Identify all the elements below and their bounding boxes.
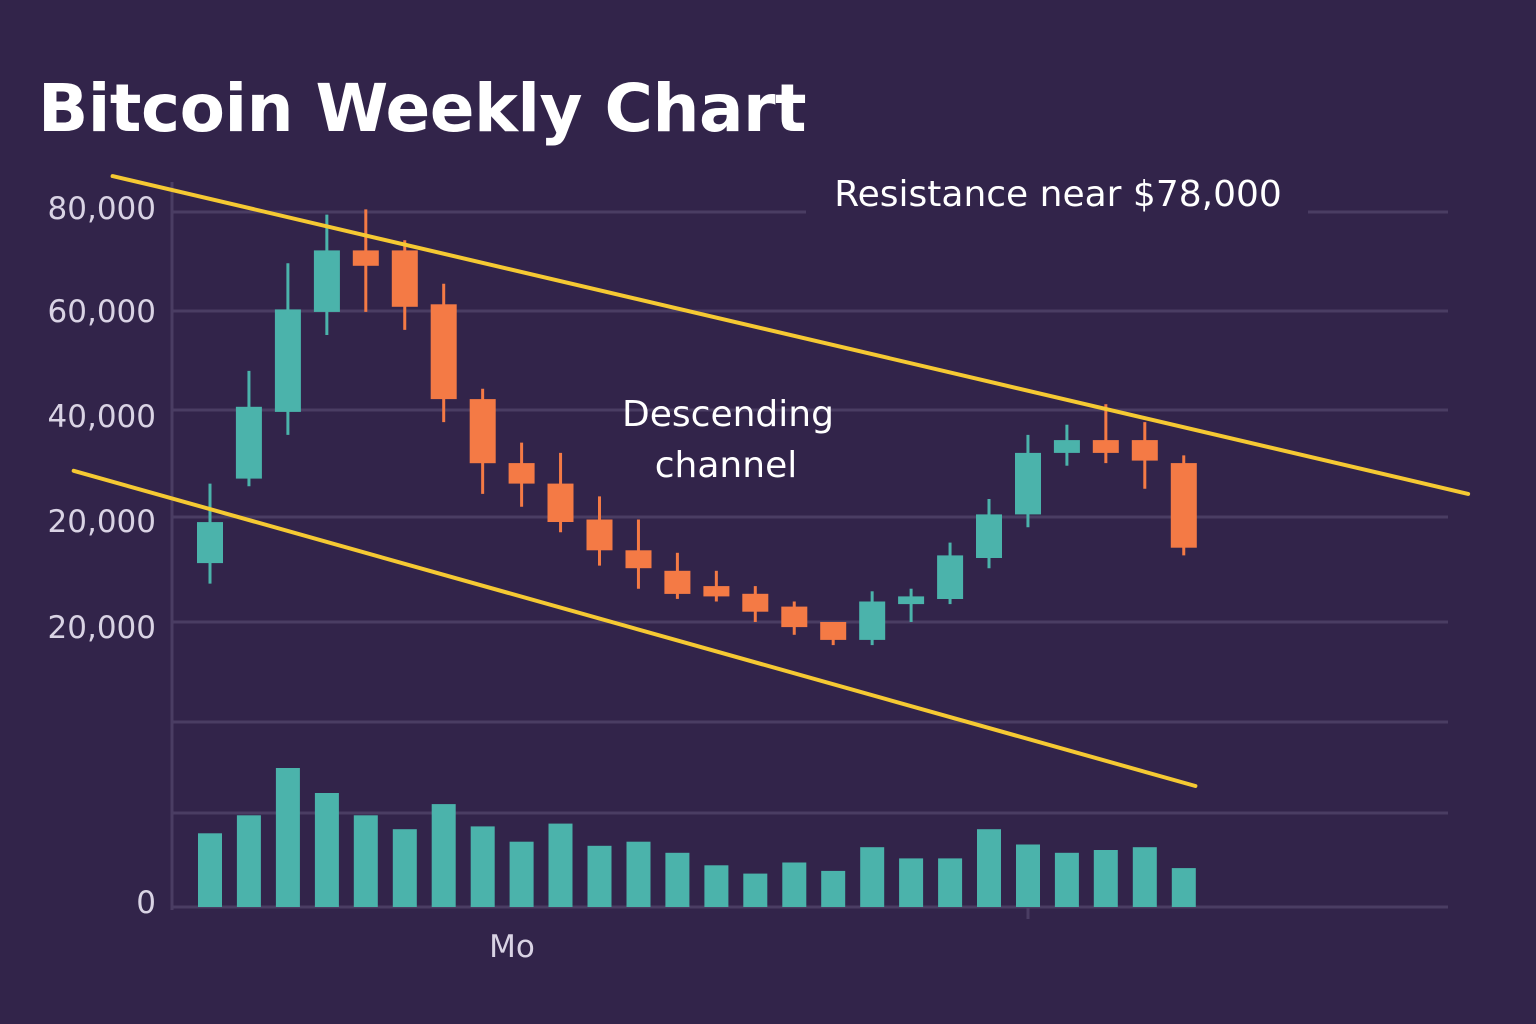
descending-channel (71, 174, 1471, 788)
candle-body (1015, 452, 1041, 515)
resistance-label-backdrop (806, 168, 1308, 218)
volume-bars (198, 768, 1196, 907)
volume-bar (704, 865, 729, 907)
candle (274, 263, 301, 435)
candle (625, 519, 652, 589)
volume-bar (392, 829, 417, 907)
candle (664, 552, 691, 599)
candle-body (313, 250, 340, 312)
candle (508, 442, 535, 507)
volume-bar (743, 873, 768, 907)
candle (430, 283, 457, 423)
volume-bar (548, 823, 573, 907)
candle-body (742, 593, 769, 612)
volume-bar (1132, 847, 1157, 907)
y-tick-label: 20,000 (48, 610, 156, 646)
candle (313, 214, 340, 335)
lower-channel-line (71, 468, 1198, 788)
candle-body (820, 622, 847, 640)
candle-body (1170, 463, 1197, 548)
upper-channel-line (110, 174, 1471, 496)
candle (1015, 434, 1041, 528)
candle-body (508, 463, 535, 484)
candle-body (1131, 440, 1158, 461)
volume-bar (509, 841, 534, 907)
y-tick-label: 80,000 (48, 191, 156, 227)
volume-bar (198, 833, 222, 907)
candlesticks (197, 209, 1197, 646)
candle (352, 209, 379, 312)
candle-body (274, 309, 301, 412)
candle (235, 370, 262, 487)
volume-bar (236, 815, 261, 907)
candle (469, 388, 496, 494)
candle-body (586, 519, 613, 551)
volume-bar (860, 847, 885, 907)
candle-body (1053, 440, 1080, 453)
candle-body (781, 606, 808, 628)
candle (1131, 422, 1158, 489)
candle-body (547, 483, 574, 522)
volume-bar (938, 858, 963, 907)
volume-bar (899, 858, 924, 907)
candle-body (859, 601, 886, 640)
volume-bar (1093, 850, 1118, 907)
candle (1170, 455, 1197, 556)
candle (742, 586, 769, 622)
candle (781, 601, 808, 635)
candle (937, 542, 964, 605)
volume-bar (275, 768, 300, 907)
channel-annotation-line2: channel (655, 445, 797, 486)
candle-body (976, 514, 1002, 558)
chart-title: Bitcoin Weekly Chart (38, 70, 807, 147)
y-tick-label: 20,000 (48, 504, 156, 540)
grid-lines (170, 182, 1448, 919)
volume-bar (1171, 868, 1196, 907)
candle-body (235, 406, 262, 479)
volume-bar (782, 862, 807, 907)
y-tick-label: 40,000 (48, 399, 156, 435)
candle-body (898, 596, 925, 605)
y-tick-label: 60,000 (48, 294, 156, 330)
volume-bar (587, 845, 612, 907)
volume-bar (626, 841, 651, 907)
candle-body (469, 399, 496, 464)
candle (1053, 424, 1080, 466)
volume-zero-label: 0 (136, 885, 156, 921)
candle-body (391, 250, 418, 307)
volume-bar (1016, 844, 1040, 907)
candle (547, 452, 574, 533)
candle-body (197, 522, 223, 564)
candle-body (430, 304, 457, 400)
volume-bar (977, 829, 1001, 907)
volume-bar (821, 870, 846, 907)
candle-body (937, 555, 964, 599)
candle-body (352, 250, 379, 266)
candle-body (625, 550, 652, 569)
candle (586, 496, 613, 566)
candle (976, 499, 1002, 569)
candle (1092, 404, 1119, 464)
volume-bar (470, 826, 495, 907)
resistance-annotation: Resistance near $78,000 (834, 174, 1282, 215)
y-axis-labels: 80,000 60,000 40,000 20,000 20,000 0 (48, 191, 156, 921)
volume-bar (665, 852, 690, 907)
candle (898, 588, 925, 622)
volume-bar (431, 804, 456, 907)
candle (820, 622, 847, 646)
candle (859, 591, 886, 646)
candle-body (664, 570, 691, 594)
volume-bar (353, 815, 378, 907)
candle (391, 240, 418, 330)
volume-bar (1054, 852, 1079, 907)
candle (197, 483, 223, 584)
channel-annotation-line1: Descending (622, 394, 834, 435)
candle-body (703, 586, 730, 597)
x-tick-label: Mo (489, 929, 535, 965)
volume-bar (314, 793, 339, 907)
candle (703, 570, 730, 602)
candle-body (1092, 440, 1119, 453)
